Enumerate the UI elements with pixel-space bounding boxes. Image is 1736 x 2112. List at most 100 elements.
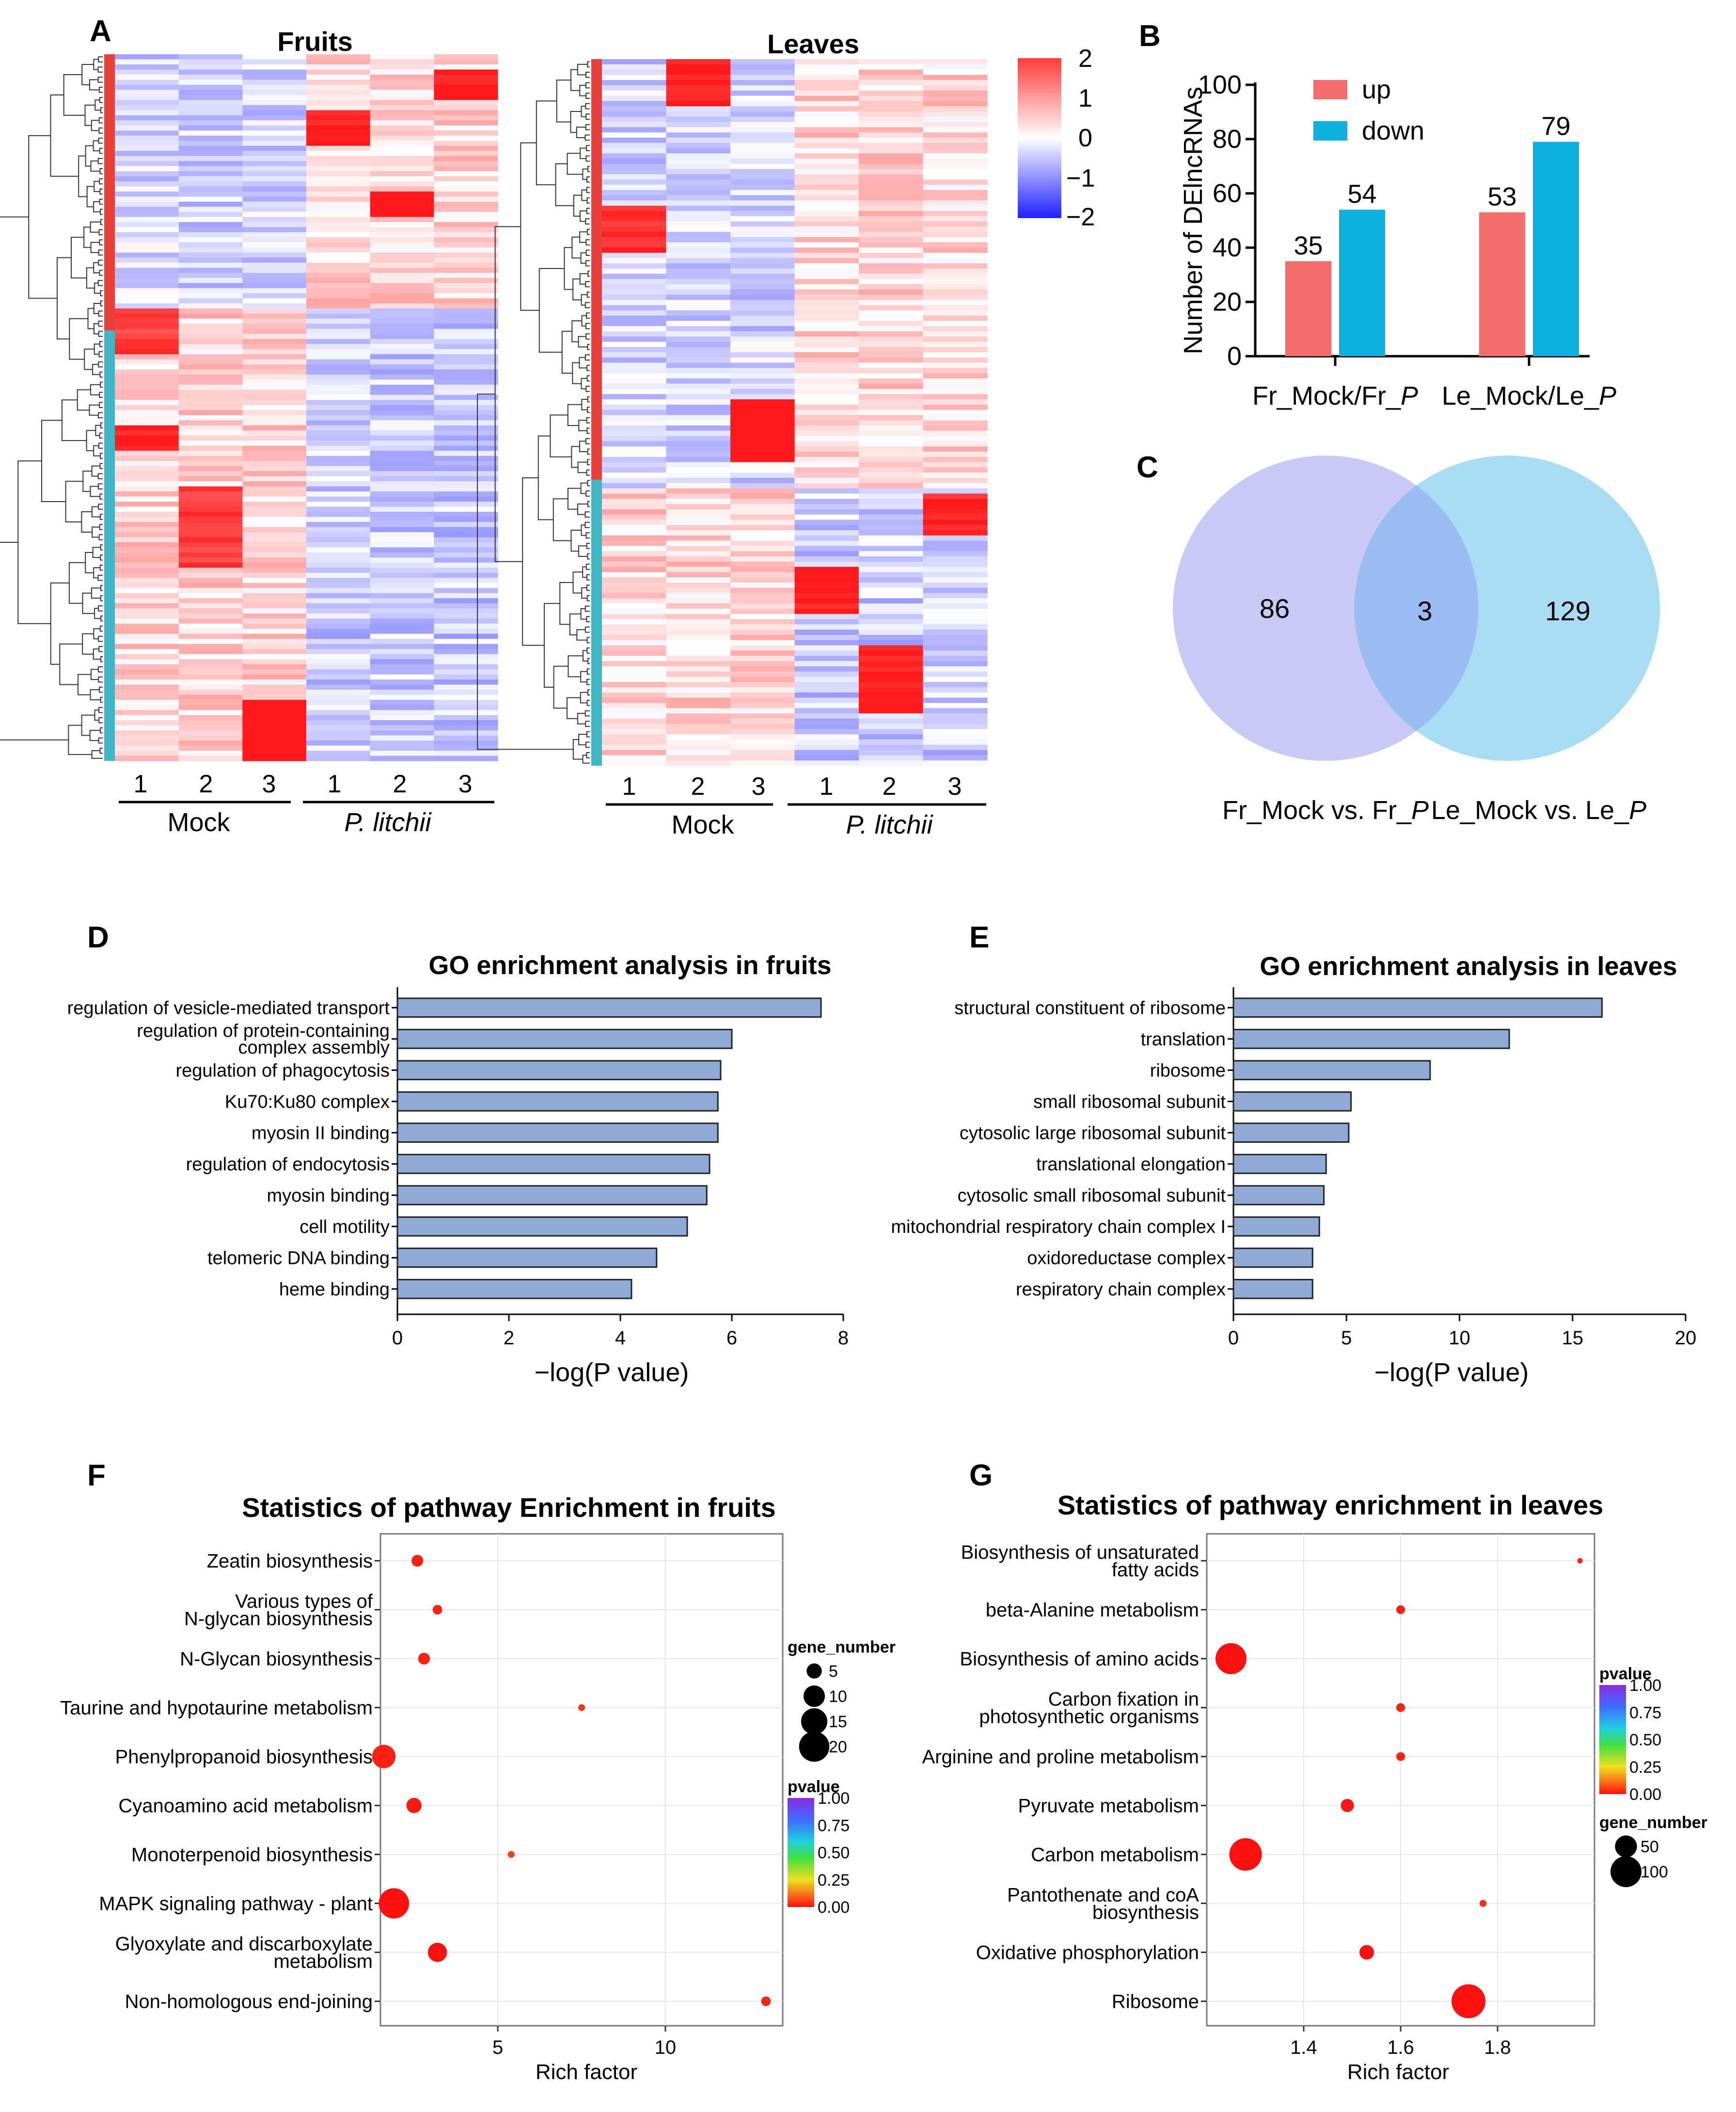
heatmap-cell [370, 654, 434, 660]
dendrogram-branch [98, 707, 103, 713]
heatmap-cell [370, 379, 434, 385]
heatmap-cell [859, 404, 924, 410]
heatmap-cell [602, 205, 667, 211]
heatmap-cell [730, 750, 795, 756]
heatmap-cell [115, 562, 179, 568]
heatmap-cell [602, 148, 667, 154]
heatmap-cell [178, 435, 243, 441]
heatmap-cell [602, 452, 667, 457]
heatmap-cell [794, 572, 859, 578]
heatmap-cell [115, 333, 179, 339]
heatmap-cell [242, 710, 307, 716]
dendrogram-branch [98, 605, 103, 612]
pathway-label: Carbon fixation in photosynthetic organis… [979, 1689, 1199, 1728]
heatmap-cell [859, 666, 924, 672]
heatmap-cell [730, 587, 795, 594]
heatmap-cell [602, 583, 667, 588]
heatmap-cell [115, 278, 179, 284]
dendrogram-branch [581, 378, 587, 390]
heatmap-cell [306, 664, 371, 670]
heatmap-cell [370, 496, 434, 502]
heatmap-cell [602, 587, 667, 594]
heatmap-cell [923, 462, 988, 468]
heatmap-cell [434, 308, 498, 314]
heatmap-cell [115, 466, 179, 472]
heatmap-cell [370, 222, 434, 228]
heatmap-cell [370, 74, 434, 80]
heatmap-cell [730, 64, 795, 70]
heatmap-cell [859, 258, 924, 264]
heatmap-cell [666, 75, 731, 80]
bar [396, 997, 822, 1018]
heatmap-cell [602, 299, 667, 306]
heatmap-cell [306, 502, 371, 507]
heatmap-cell [370, 730, 434, 736]
dendrogram-branch [100, 381, 103, 388]
heatmap-cell [178, 659, 243, 665]
dendrogram-branch [550, 414, 572, 457]
heatmap-cell [242, 603, 307, 609]
heatmap-cell [794, 530, 859, 536]
size-legend-dot [801, 1708, 828, 1735]
heatmap-cell [178, 278, 243, 284]
heatmap-cell [306, 639, 371, 645]
heatmap-col-label: 2 [199, 770, 213, 798]
heatmap-cell [370, 54, 434, 60]
heatmap-cell [242, 441, 307, 446]
heatmap-cell [178, 273, 243, 279]
heatmap-cell [730, 357, 795, 363]
heatmap-cell [242, 730, 307, 736]
heatmap-cell [666, 671, 731, 677]
heatmap-cell [115, 532, 179, 538]
heatmap-cell [178, 466, 243, 472]
heatmap-cell [923, 216, 988, 222]
heatmap-cell [242, 644, 307, 649]
heatmap-cell [434, 384, 498, 390]
heatmap-col-label: 3 [458, 770, 473, 798]
heatmap-cell [730, 185, 795, 190]
dendrogram-branch [581, 294, 587, 306]
heatmap-cell [115, 344, 179, 349]
heatmap-cell [923, 740, 988, 745]
chart-title: GO enrichment analysis in leaves [1260, 952, 1677, 981]
heatmap-cell [370, 349, 434, 355]
heatmap-cell [306, 741, 371, 746]
heatmap-cell [115, 196, 179, 202]
dendrogram-branch [584, 521, 590, 528]
heatmap-cell [794, 446, 859, 452]
dendrogram-branch [91, 465, 100, 477]
venn-count-fruits-only: 86 [1260, 593, 1290, 624]
heatmap-cell [859, 310, 924, 316]
heatmap-cell [370, 247, 434, 253]
heatmap-cell [730, 760, 795, 766]
heatmap-cell [859, 635, 924, 641]
heatmap-cell [730, 614, 795, 620]
heatmap-cell [794, 703, 859, 709]
heatmap-cell [115, 74, 179, 80]
heatmap-cell [178, 191, 243, 197]
heatmap-cell [794, 692, 859, 698]
heatmap-cell [178, 186, 243, 192]
dendrogram-branch [587, 689, 590, 696]
heatmap-cell [115, 141, 179, 146]
heatmap-cell [666, 205, 731, 211]
heatmap-cell [730, 441, 795, 447]
heatmap-cell [178, 679, 243, 685]
heatmap-cell [434, 217, 498, 222]
x-tick-label: 0 [1228, 1327, 1239, 1349]
category-label: regulation of endocytosis [186, 1154, 390, 1175]
heatmap-cell [859, 378, 924, 384]
heatmap-cell [794, 583, 859, 588]
heatmap-cell [666, 514, 731, 520]
heatmap-cell [434, 430, 498, 436]
colorbar-tick: −1 [1066, 164, 1095, 192]
go-bar-chart-leaves: GO enrichment analysis in leaves −log(P … [891, 952, 1696, 1387]
heatmap-cell [115, 684, 179, 690]
heatmap-cell [794, 216, 859, 222]
heatmap-cell [178, 741, 243, 746]
heatmap-cell [794, 656, 859, 662]
dendrogram-branch [100, 615, 103, 622]
heatmap-cell [730, 305, 795, 311]
heatmap-cell [242, 79, 307, 85]
dendrogram-branch [100, 219, 103, 225]
